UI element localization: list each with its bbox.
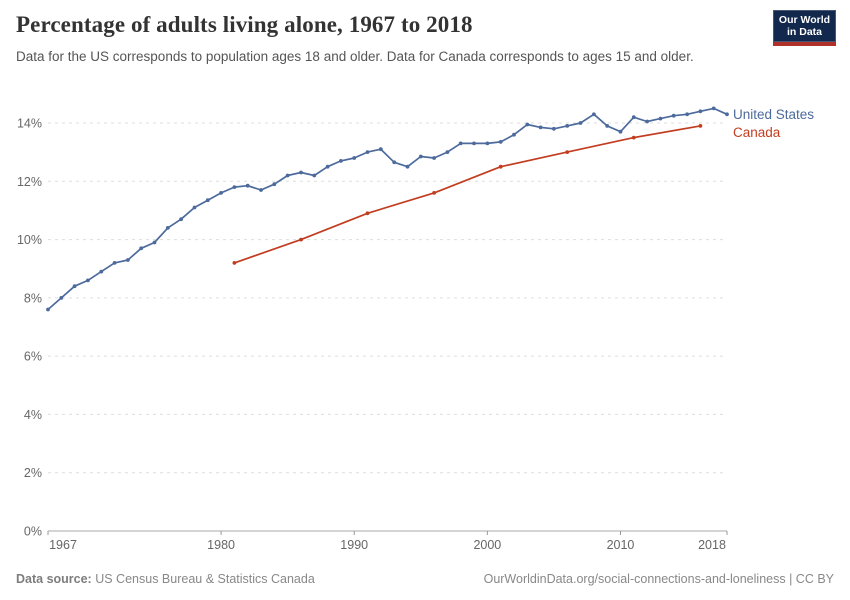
x-axis: 1967 1980 1990 2000 2010 2018 <box>47 530 728 552</box>
y-axis-tick-label: 14% <box>17 117 42 131</box>
data-point-united-states <box>432 156 436 160</box>
data-point-united-states <box>498 140 503 144</box>
chart-header: Percentage of adults living alone, 1967 … <box>16 12 834 66</box>
gridlines: 0% 2% 4% 6% 8% 10% 12% 14% <box>17 117 727 539</box>
data-point-united-states <box>645 119 649 124</box>
data-point-united-states <box>631 115 636 120</box>
data-point-united-states <box>392 160 397 165</box>
data-point-canada <box>432 191 436 195</box>
data-point-united-states <box>179 217 184 222</box>
data-point-united-states <box>352 156 357 160</box>
data-point-united-states <box>592 112 596 117</box>
x-axis-tick-label: 2018 <box>698 538 726 552</box>
chart-footer: Data source: US Census Bureau & Statisti… <box>16 572 834 586</box>
data-source: Data source: US Census Bureau & Statisti… <box>16 572 315 586</box>
chart-subtitle: Data for the US corresponds to populatio… <box>16 49 694 64</box>
owid-logo: Our World in Data <box>773 10 836 46</box>
x-axis-tick-label: 1967 <box>49 538 77 552</box>
data-point-united-states <box>165 226 170 230</box>
data-source-value: US Census Bureau & Statistics Canada <box>95 572 315 586</box>
series-label-united-states: United States <box>733 107 814 122</box>
data-point-canada <box>299 237 303 242</box>
x-axis-tick-label: 2010 <box>607 538 635 552</box>
data-point-united-states <box>272 182 277 187</box>
data-point-united-states <box>512 132 516 137</box>
data-source-label: Data source: <box>16 572 92 586</box>
data-point-canada <box>698 124 703 128</box>
data-point-united-states <box>618 129 623 134</box>
data-point-canada <box>365 211 370 216</box>
owid-logo-line2: in Data <box>786 26 822 38</box>
y-axis-tick-label: 2% <box>24 466 42 480</box>
data-point-united-states <box>325 164 330 169</box>
data-point-canada <box>631 135 636 140</box>
data-point-united-states <box>565 124 570 128</box>
y-axis-tick-label: 0% <box>24 525 42 539</box>
data-point-united-states <box>205 198 210 203</box>
chart-title: Percentage of adults living alone, 1967 … <box>16 12 473 37</box>
data-point-united-states <box>711 106 716 111</box>
y-axis-tick-label: 12% <box>17 175 42 189</box>
owid-logo-line1: Our World <box>778 14 831 26</box>
data-point-united-states <box>245 183 250 188</box>
data-point-united-states <box>725 112 729 117</box>
data-point-united-states <box>112 261 117 265</box>
data-point-united-states <box>259 188 263 192</box>
y-axis-tick-label: 4% <box>24 408 42 422</box>
data-point-canada <box>565 150 570 155</box>
data-point-united-states <box>285 173 290 178</box>
data-point-united-states <box>46 307 50 312</box>
x-axis-tick-label: 1990 <box>340 538 368 552</box>
data-point-canada <box>232 261 237 265</box>
data-point-united-states <box>685 112 689 117</box>
data-point-united-states <box>312 173 317 178</box>
data-point-united-states <box>59 296 64 300</box>
data-point-united-states <box>126 258 130 262</box>
data-point-united-states <box>405 164 410 169</box>
y-axis-tick-label: 10% <box>17 233 42 247</box>
data-point-united-states <box>139 246 144 251</box>
data-point-united-states <box>658 116 663 121</box>
data-point-united-states <box>365 150 370 155</box>
data-point-united-states <box>671 113 676 118</box>
data-point-united-states <box>219 191 224 195</box>
data-point-united-states <box>418 154 423 159</box>
data-point-united-states <box>538 125 543 130</box>
data-point-united-states <box>152 240 157 245</box>
data-point-united-states <box>698 109 703 114</box>
data-point-united-states <box>86 278 90 283</box>
data-point-united-states <box>72 284 77 289</box>
data-point-united-states <box>552 126 556 131</box>
y-axis-tick-label: 6% <box>24 350 42 364</box>
series-line-canada <box>233 125 702 264</box>
data-point-united-states <box>299 170 303 175</box>
x-axis-tick-label: 2000 <box>473 538 501 552</box>
y-axis-tick-label: 8% <box>24 291 42 305</box>
data-point-united-states <box>525 122 530 127</box>
data-point-united-states <box>378 147 383 152</box>
data-point-united-states <box>605 124 610 128</box>
data-point-united-states <box>578 121 583 125</box>
data-point-united-states <box>472 141 476 146</box>
data-point-canada <box>498 164 503 169</box>
series-canada: Canada <box>232 124 781 265</box>
data-point-united-states <box>485 141 490 146</box>
data-point-united-states <box>192 205 197 210</box>
attribution: OurWorldinData.org/social-connections-an… <box>483 572 834 586</box>
series-label-canada: Canada <box>733 125 781 140</box>
series-line-united-states <box>47 107 728 311</box>
data-point-united-states <box>445 150 450 155</box>
data-point-united-states <box>99 269 104 274</box>
series-united-states: United States <box>46 106 814 312</box>
data-point-united-states <box>458 141 463 146</box>
x-axis-tick-label: 1980 <box>207 538 235 552</box>
owid-logo-text: Our World in Data <box>779 14 830 38</box>
data-point-united-states <box>232 185 237 190</box>
data-point-united-states <box>339 159 343 163</box>
